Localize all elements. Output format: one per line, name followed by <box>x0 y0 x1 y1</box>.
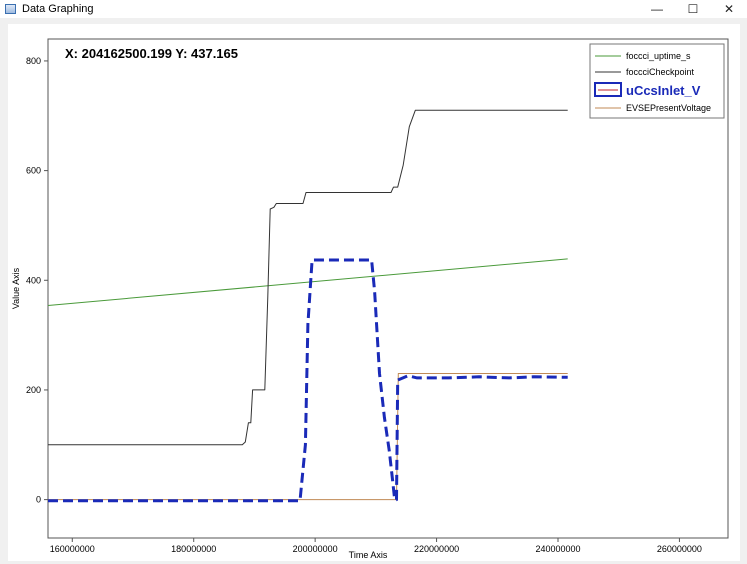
legend-label[interactable]: foccci_uptime_s <box>626 51 691 61</box>
plot-area-frame <box>47 38 729 539</box>
x-tick-label: 260000000 <box>657 544 702 554</box>
y-tick-label: 200 <box>26 385 41 395</box>
legend-label[interactable]: uCcsInlet_V <box>626 83 701 98</box>
minimize-button[interactable]: — <box>651 2 663 16</box>
legend-label[interactable]: foccciCheckpoint <box>626 67 695 77</box>
series-line-uCcsInlet_V[interactable] <box>48 258 568 503</box>
x-axis-title: Time Axis <box>349 550 388 560</box>
y-tick-label: 600 <box>26 166 41 176</box>
x-tick-label: 220000000 <box>414 544 459 554</box>
x-tick-label: 160000000 <box>50 544 95 554</box>
x-tick-label: 240000000 <box>535 544 580 554</box>
window-controls: — ☐ ✕ <box>639 0 747 18</box>
x-tick-label: 200000000 <box>293 544 338 554</box>
title-bar: Data Graphing — ☐ ✕ <box>0 0 747 18</box>
y-axis-title: Value Axis <box>11 267 21 309</box>
chart-view[interactable]: foccci_uptime_s foccciCheckpoint uCcsInlet… <box>8 24 740 561</box>
y-tick-label: 0 <box>36 495 41 505</box>
line-chart[interactable]: foccci_uptime_s foccciCheckpoint uCcsInlet… <box>8 24 740 561</box>
window-title: Data Graphing <box>22 3 94 15</box>
series-line-foccciCheckpoint[interactable] <box>48 109 568 446</box>
legend-label[interactable]: EVSEPresentVoltage <box>626 103 711 113</box>
app-window-icon <box>5 4 16 14</box>
maximize-button[interactable]: ☐ <box>687 2 699 16</box>
coordinate-readout: X: 204162500.199 Y: 437.165 <box>65 46 238 61</box>
y-tick-label: 400 <box>26 275 41 285</box>
series-line-foccci_uptime_s[interactable] <box>47 258 568 306</box>
y-tick-label: 800 <box>26 56 41 66</box>
x-tick-label: 180000000 <box>171 544 216 554</box>
close-button[interactable]: ✕ <box>723 2 735 16</box>
